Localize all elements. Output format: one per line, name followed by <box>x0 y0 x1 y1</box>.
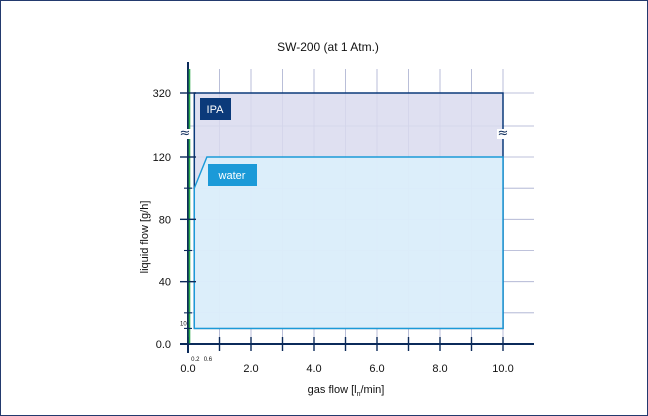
y-tick-label: 0.0 <box>156 339 171 351</box>
axis-break-mask <box>179 129 191 139</box>
series-label-water: water <box>218 170 246 182</box>
series-label-ipa: IPA <box>207 104 225 116</box>
x-tick-label: 4.0 <box>306 363 321 375</box>
x-tick-label: 2.0 <box>243 363 258 375</box>
y-axis-label: liquid flow [g/h] <box>139 201 151 274</box>
ticks: 0.0 2.0 4.0 6.0 8.0 10.0 0.2 0.6 0.0 40 80 120 320 10 <box>153 88 514 375</box>
y-tick-label: 80 <box>159 214 171 226</box>
x-tick-label: 8.0 <box>432 363 447 375</box>
x-axis-label: gas flow [ln/min] <box>308 384 385 398</box>
series-label-water-box <box>208 164 257 186</box>
axis-break-mask <box>497 129 509 139</box>
labels: IPA water ≈ ≈ <box>179 98 509 186</box>
x-minor-tick-label: 0.6 <box>204 357 213 363</box>
y-minor-tick-label: 10 <box>180 321 187 327</box>
y-tick-label: 320 <box>153 88 171 100</box>
series-area-water <box>193 156 504 330</box>
x-axis-label-subscript: n <box>357 391 361 398</box>
x-tick-label: 0.0 <box>180 363 195 375</box>
x-axis-label-tail: /min] <box>360 384 384 396</box>
x-tick-label: 10.0 <box>492 363 513 375</box>
chart-title: SW-200 (at 1 Atm.) <box>277 40 379 54</box>
axis-break-mark: ≈ <box>498 126 509 141</box>
x-axis-label-main: gas flow [l <box>308 384 357 396</box>
series-label-ipa-box <box>200 98 231 120</box>
x-minor-tick-label: 0.2 <box>191 357 200 363</box>
x-tick-label: 6.0 <box>369 363 384 375</box>
series-areas <box>193 92 504 330</box>
axes <box>180 62 534 353</box>
y-tick-label: 120 <box>153 152 171 164</box>
axis-break-mark: ≈ <box>180 126 191 141</box>
y-tick-label: 40 <box>159 277 171 289</box>
